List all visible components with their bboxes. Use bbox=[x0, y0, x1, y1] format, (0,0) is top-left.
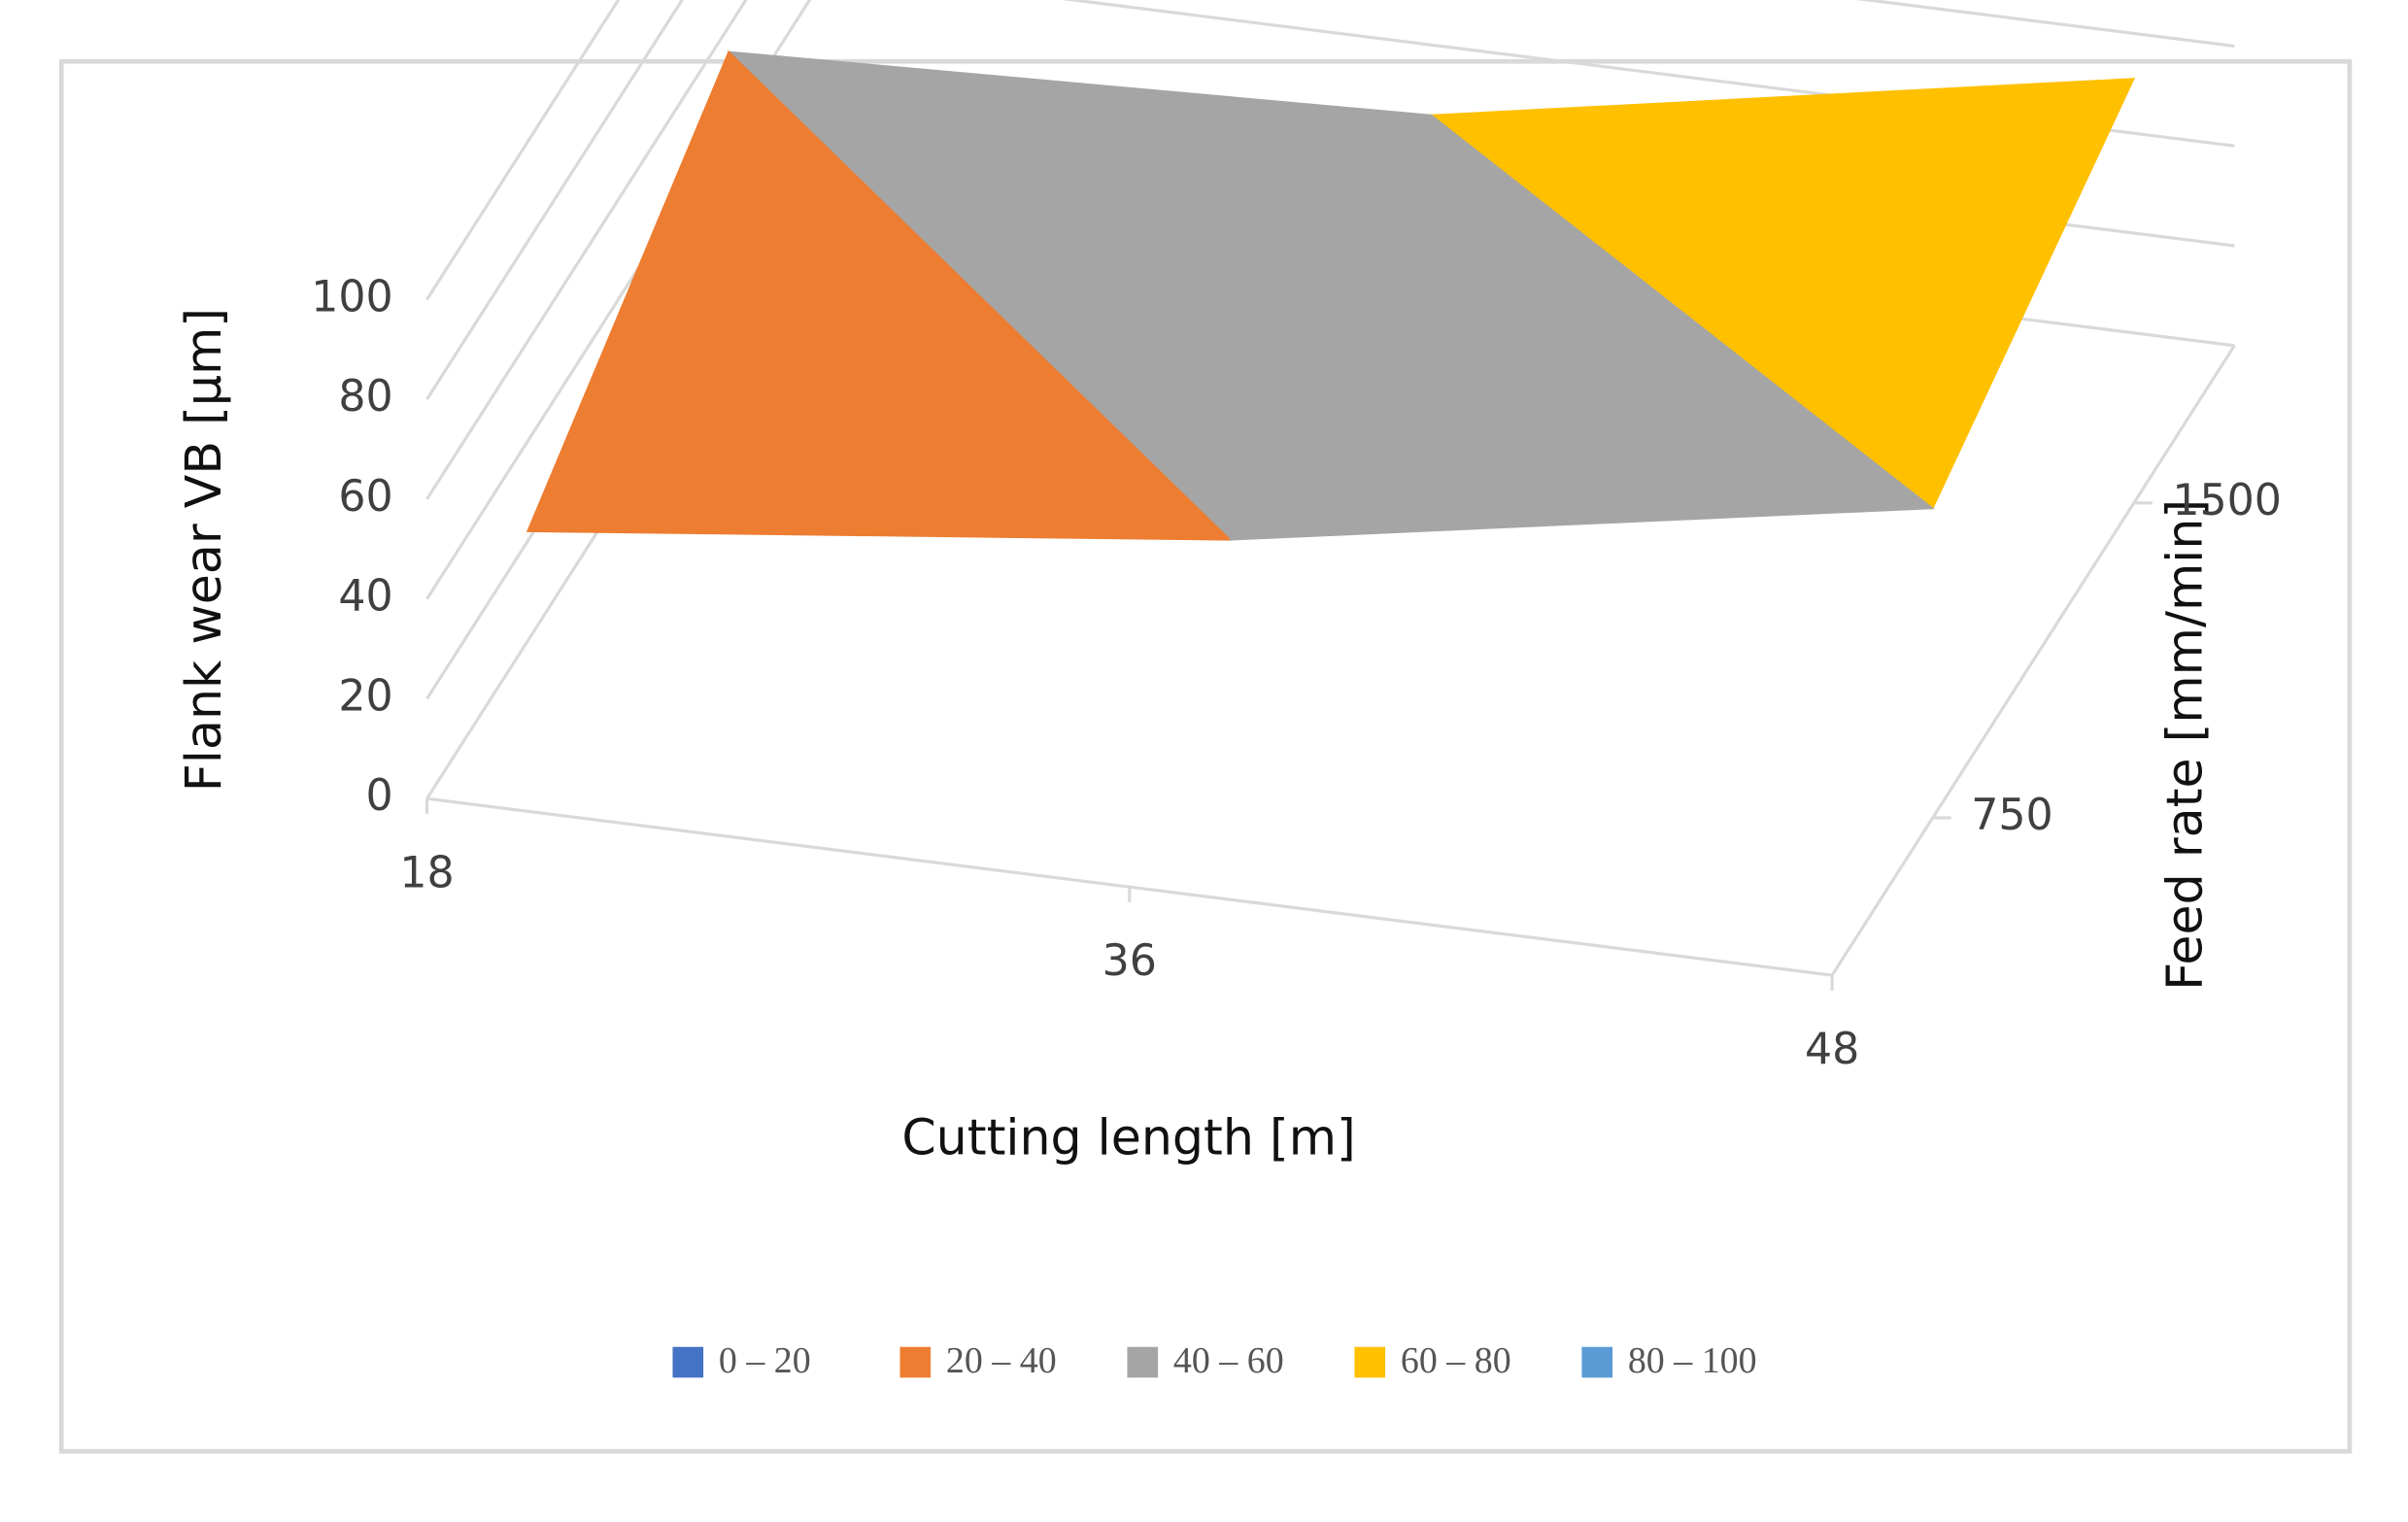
legend-label: 20 – 40 bbox=[946, 1340, 1057, 1381]
z-tick-label: 80 bbox=[338, 372, 392, 422]
depth-tick-label: 750 bbox=[1971, 791, 2052, 840]
z-tick-label: 40 bbox=[338, 572, 392, 622]
surface-facet bbox=[526, 50, 1233, 541]
z-tick-label: 100 bbox=[311, 272, 392, 321]
x-axis-title: Cutting length [m] bbox=[901, 1108, 1355, 1166]
depth-tick-label: 1500 bbox=[2172, 476, 2282, 525]
surface-facet bbox=[1229, 114, 1935, 541]
legend-swatch bbox=[1354, 1346, 1386, 1378]
legend-label: 40 – 60 bbox=[1173, 1340, 1284, 1381]
x-tick-label: 48 bbox=[1805, 1025, 1859, 1074]
depth-axis-title: Feed rate [mm/min] bbox=[2155, 499, 2213, 991]
z-axis-title: Flank wear VB [µm] bbox=[175, 308, 232, 792]
legend-label: 80 – 100 bbox=[1628, 1340, 1757, 1381]
z-tick-label: 20 bbox=[338, 671, 392, 721]
legend-label: 0 – 20 bbox=[719, 1340, 811, 1381]
legend-swatch bbox=[672, 1346, 704, 1378]
x-tick-label: 36 bbox=[1102, 936, 1157, 986]
grid-line bbox=[425, 0, 621, 301]
grid-line bbox=[425, 0, 2235, 500]
grid-line bbox=[425, 0, 685, 400]
z-tick-label: 0 bbox=[366, 771, 393, 821]
legend-swatch bbox=[1127, 1346, 1159, 1378]
legend-swatch bbox=[1581, 1346, 1613, 1378]
legend-label: 60 – 80 bbox=[1401, 1340, 1511, 1381]
legend-swatch bbox=[899, 1346, 932, 1378]
z-tick-label: 60 bbox=[338, 472, 392, 522]
x-tick-label: 18 bbox=[399, 848, 454, 897]
grid-line bbox=[425, 0, 2235, 600]
